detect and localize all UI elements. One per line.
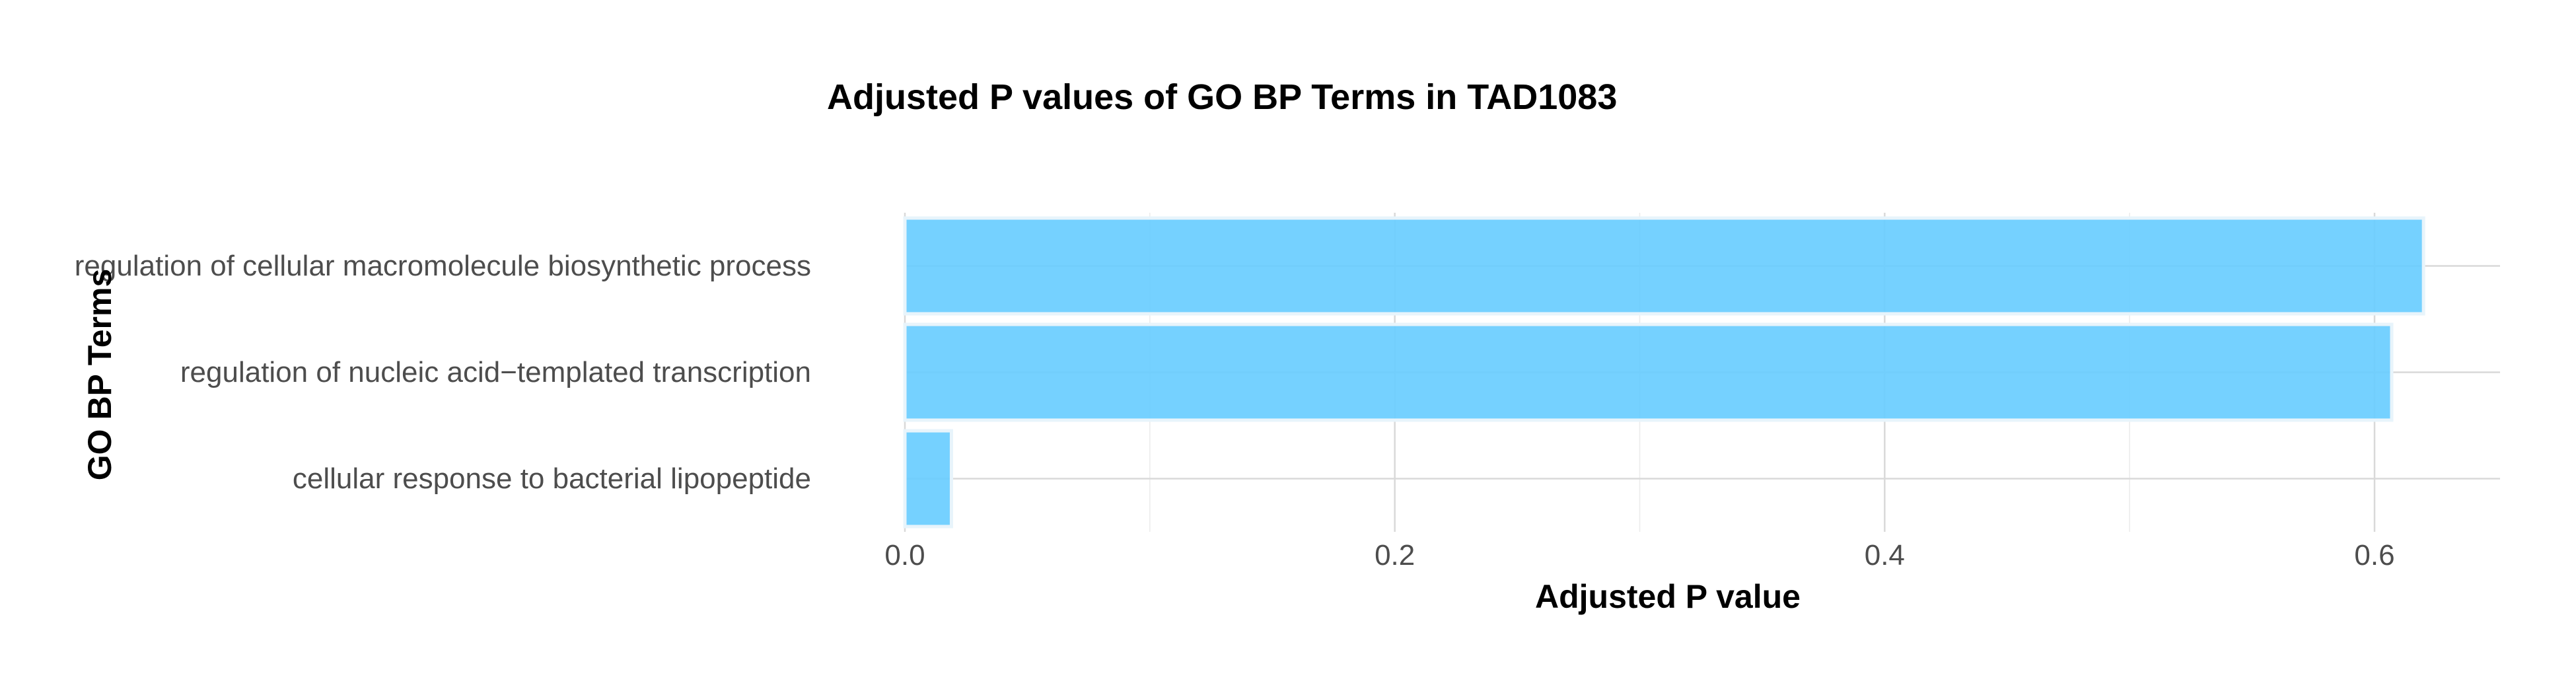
x-tick-label: 0.4 <box>1865 539 1905 571</box>
x-axis-title: Adjusted P value <box>1535 578 1801 615</box>
bar <box>903 322 2394 422</box>
bar <box>903 429 953 529</box>
x-tick-label: 0.2 <box>1375 539 1415 571</box>
y-tick-label: regulation of cellular macromolecule bio… <box>75 250 811 282</box>
x-tick-label: 0.0 <box>884 539 925 571</box>
bar <box>903 216 2425 316</box>
bars <box>903 216 2425 529</box>
y-tick-label: regulation of nucleic acid−templated tra… <box>180 356 811 388</box>
chart-title: Adjusted P values of GO BP Terms in TAD1… <box>827 77 1617 117</box>
y-tick-labels: regulation of cellular macromolecule bio… <box>75 250 811 495</box>
y-tick-label: cellular response to bacterial lipopepti… <box>293 462 811 495</box>
y-axis-title: GO BP Terms <box>81 269 118 480</box>
x-tick-label: 0.6 <box>2354 539 2394 571</box>
x-tick-labels: 0.0 0.2 0.4 0.6 <box>884 539 2394 571</box>
